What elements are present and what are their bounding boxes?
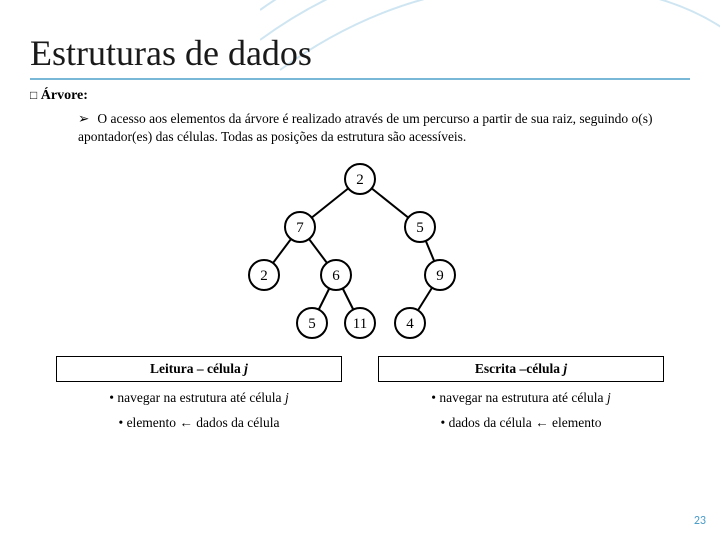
slide-title: Estruturas de dados [30,32,690,80]
arrow-bullet-icon: ➢ [78,110,94,128]
slide-content: Estruturas de dados □ Árvore: ➢ O acesso… [0,0,720,440]
right-item-2: • dados da célula ← elemento [378,415,664,432]
right-header-var: j [563,361,567,376]
right-column: Escrita –célula j • navegar na estrutura… [378,356,664,440]
left-column: Leitura – célula j • navegar na estrutur… [56,356,342,440]
right-header-prefix: Escrita –célula [475,361,563,376]
svg-text:2: 2 [356,172,364,188]
bullet-paragraph: ➢ O acesso aos elementos da árvore é rea… [30,110,690,146]
left-header-prefix: Leitura – célula [150,361,244,376]
two-column-table: Leitura – célula j • navegar na estrutur… [30,356,690,440]
svg-text:6: 6 [332,268,340,284]
right-item1-var: j [607,390,611,405]
left-header: Leitura – célula j [56,356,342,382]
svg-text:5: 5 [308,316,316,332]
svg-text:11: 11 [353,316,367,332]
svg-text:5: 5 [416,220,424,236]
tree-diagram: 2 7 5 2 6 9 5 11 4 [230,156,490,346]
bullet-text: O acesso aos elementos da árvore é reali… [78,111,653,144]
svg-text:7: 7 [296,220,304,236]
svg-text:4: 4 [406,316,414,332]
page-number: 23 [694,514,706,528]
left-item1-var: j [285,390,289,405]
svg-text:9: 9 [436,268,444,284]
left-header-var: j [244,361,248,376]
right-item-1: • navegar na estrutura até célula j [378,390,664,407]
tree-diagram-wrap: 2 7 5 2 6 9 5 11 4 [30,156,690,346]
left-item-2: • elemento ← dados da célula [56,415,342,432]
right-item1-text: • navegar na estrutura até célula [431,390,607,405]
square-bullet: □ [30,88,37,102]
left-item1-text: • navegar na estrutura até célula [109,390,285,405]
subtopic-line: □ Árvore: [30,88,690,104]
subtopic-label: Árvore: [41,88,88,103]
right-header: Escrita –célula j [378,356,664,382]
left-item-1: • navegar na estrutura até célula j [56,390,342,407]
svg-text:2: 2 [260,268,268,284]
